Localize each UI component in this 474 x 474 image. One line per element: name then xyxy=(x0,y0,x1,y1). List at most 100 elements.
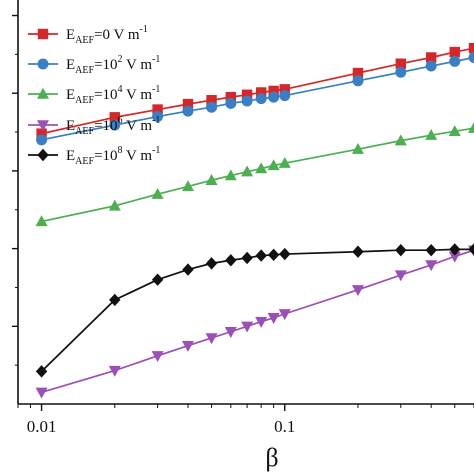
data-point xyxy=(425,52,437,63)
legend-label-part: V m xyxy=(123,87,153,103)
legend-label-part: =10 xyxy=(94,118,117,134)
data-point xyxy=(152,104,163,115)
data-point xyxy=(267,313,280,324)
legend-marker xyxy=(37,87,49,99)
data-point xyxy=(425,60,437,72)
legend-label-part: -1 xyxy=(152,54,160,65)
data-point xyxy=(205,333,218,345)
data-point xyxy=(449,243,461,256)
legend-entry: EAEF=106 V m-1 xyxy=(28,115,160,137)
data-point xyxy=(182,263,194,276)
legend-label-part: 8 xyxy=(118,145,123,156)
data-point xyxy=(255,87,267,98)
data-point xyxy=(35,387,48,399)
data-point xyxy=(394,270,407,282)
data-point xyxy=(109,119,121,131)
legend-label-part: =10 xyxy=(94,57,117,73)
data-point xyxy=(352,245,364,258)
data-point xyxy=(279,247,291,261)
data-point xyxy=(241,165,254,177)
data-point xyxy=(182,105,194,117)
legend-label-part: 6 xyxy=(118,115,123,126)
data-point xyxy=(267,159,280,171)
data-point xyxy=(151,351,164,363)
legend-label-part: V m xyxy=(123,118,153,134)
data-point xyxy=(36,128,47,139)
legend-label-part: -1 xyxy=(140,24,148,35)
data-point xyxy=(352,67,364,79)
data-point xyxy=(241,95,253,107)
data-point xyxy=(205,257,218,270)
legend-entry: EAEF=0 V m-1 xyxy=(28,24,148,46)
legend-label-part: E xyxy=(66,57,75,73)
legend-marker xyxy=(37,28,49,40)
data-point xyxy=(267,248,280,262)
data-point xyxy=(268,91,280,103)
data-point xyxy=(395,66,407,78)
data-point xyxy=(352,75,364,87)
data-point xyxy=(468,51,474,63)
data-point xyxy=(241,251,253,265)
data-point xyxy=(448,251,461,263)
data-point xyxy=(255,316,268,328)
legend-label-part: 2 xyxy=(118,54,123,65)
data-point xyxy=(108,199,121,211)
data-point xyxy=(225,254,237,267)
data-point xyxy=(255,93,267,105)
data-point xyxy=(425,243,437,257)
data-point xyxy=(36,134,48,146)
data-point xyxy=(278,309,291,321)
data-point xyxy=(205,174,218,185)
data-point xyxy=(425,128,438,140)
data-point xyxy=(395,58,406,69)
plot-area: 0.01 0.1 xyxy=(12,0,474,436)
data-point xyxy=(35,215,48,227)
legend-marker xyxy=(37,120,49,132)
data-point xyxy=(351,142,364,154)
legend-marker xyxy=(37,148,49,162)
data-point xyxy=(241,321,254,333)
legend-entry: EAEF=102 V m-1 xyxy=(28,54,160,76)
legend-label-part: AEF xyxy=(75,35,94,46)
legend-label-part: =10 xyxy=(94,148,117,164)
data-point xyxy=(425,260,438,272)
data-point xyxy=(255,249,267,262)
data-point xyxy=(279,90,291,102)
data-point xyxy=(278,156,291,168)
data-point xyxy=(181,180,194,192)
series-3 xyxy=(35,245,474,399)
data-point xyxy=(108,365,121,377)
data-point xyxy=(182,98,194,110)
data-point xyxy=(241,89,253,100)
data-point xyxy=(224,169,237,181)
data-point xyxy=(35,365,48,378)
legend-label-part: AEF xyxy=(75,65,94,76)
x-axis-title: β xyxy=(265,443,278,472)
series-4 xyxy=(35,243,474,378)
legend-label-part: V m xyxy=(123,57,153,73)
legend-label-part: =10 xyxy=(94,87,117,103)
data-point xyxy=(468,42,474,54)
data-point xyxy=(255,162,268,174)
legend-label-part: -1 xyxy=(152,115,160,126)
series-2 xyxy=(35,121,474,227)
data-point xyxy=(449,55,461,67)
series-0 xyxy=(36,42,474,139)
x-tick-label: 0.1 xyxy=(274,417,295,436)
data-point xyxy=(181,341,194,352)
data-point xyxy=(225,97,237,109)
legend-label-part: E xyxy=(66,148,75,164)
data-point xyxy=(448,125,461,136)
data-point xyxy=(109,112,120,123)
data-point xyxy=(224,327,237,338)
legend-label-part: E xyxy=(66,118,75,134)
legend-label-part: AEF xyxy=(75,95,94,106)
data-point xyxy=(468,121,474,133)
legend-label: EAEF=0 V m-1 xyxy=(66,24,148,46)
legend-entry: EAEF=108 V m-1 xyxy=(28,145,160,167)
data-point xyxy=(206,101,218,113)
data-point xyxy=(279,84,290,95)
series-line xyxy=(40,248,474,372)
